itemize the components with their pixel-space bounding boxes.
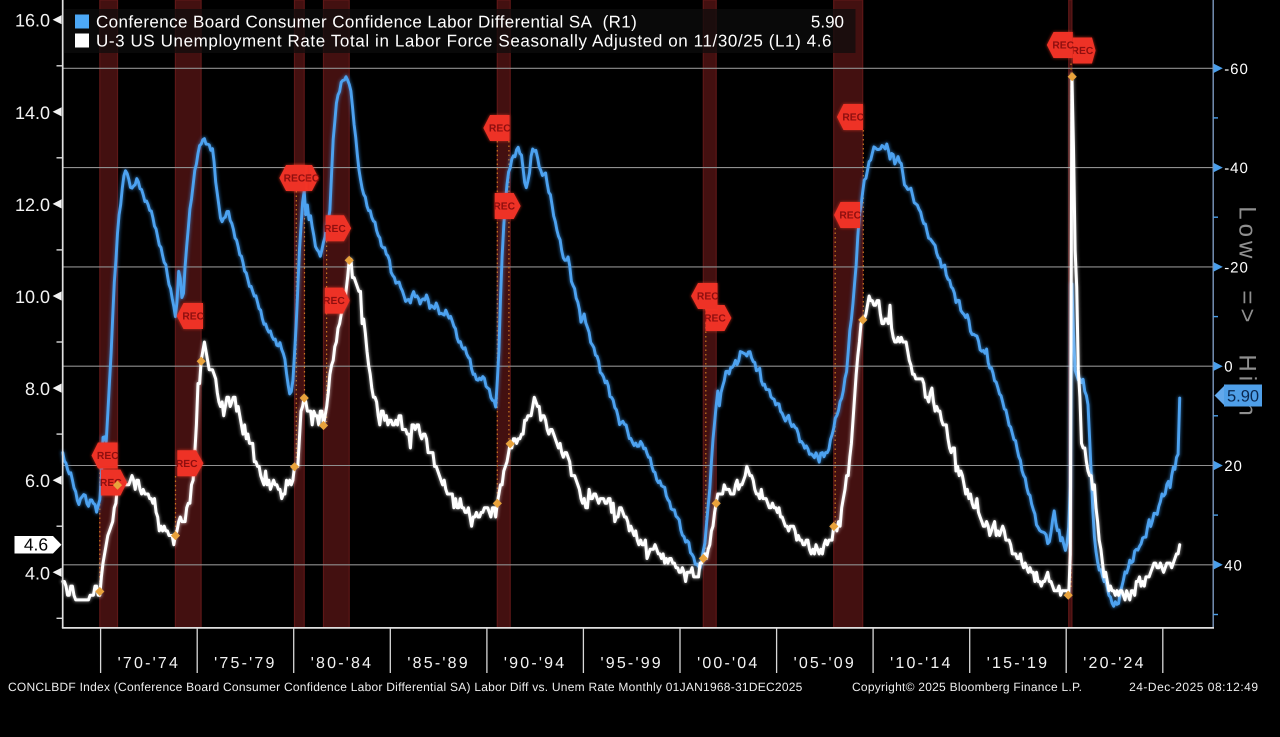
svg-text:4.0: 4.0 xyxy=(25,563,50,583)
svg-text:'10-'14: '10-'14 xyxy=(890,655,952,672)
svg-text:REC: REC xyxy=(1052,41,1074,52)
svg-text:-40: -40 xyxy=(1224,160,1249,177)
svg-text:'00-'04: '00-'04 xyxy=(697,655,759,672)
svg-text:5.90: 5.90 xyxy=(1227,388,1259,406)
svg-text:6.0: 6.0 xyxy=(25,471,50,491)
svg-text:-60: -60 xyxy=(1224,61,1249,78)
svg-text:REC: REC xyxy=(100,478,122,489)
svg-text:'15-'19: '15-'19 xyxy=(987,655,1049,672)
svg-text:'75-'79: '75-'79 xyxy=(214,655,276,672)
svg-text:10.0: 10.0 xyxy=(15,287,50,307)
svg-text:REC: REC xyxy=(97,451,119,462)
svg-text:REC: REC xyxy=(284,174,306,185)
svg-text:Low => High: Low => High xyxy=(1234,206,1261,419)
svg-text:REC: REC xyxy=(324,224,346,235)
svg-text:REC: REC xyxy=(323,296,345,307)
svg-text:REC: REC xyxy=(704,314,726,325)
svg-text:REC: REC xyxy=(697,292,719,303)
svg-text:40: 40 xyxy=(1224,557,1243,574)
svg-text:16.0: 16.0 xyxy=(15,11,50,31)
svg-text:8.0: 8.0 xyxy=(25,379,50,399)
svg-text:24-Dec-2025 08:12:49: 24-Dec-2025 08:12:49 xyxy=(1129,680,1258,694)
svg-text:CONCLBDF Index (Conference Boa: CONCLBDF Index (Conference Board Consume… xyxy=(8,680,803,694)
svg-text:'70-'74: '70-'74 xyxy=(118,655,180,672)
svg-text:REC: REC xyxy=(842,113,864,124)
svg-text:Copyright© 2025 Bloomberg Fina: Copyright© 2025 Bloomberg Finance L.P. xyxy=(852,680,1082,694)
svg-text:REC: REC xyxy=(839,211,861,222)
svg-text:14.0: 14.0 xyxy=(15,103,50,123)
svg-text:REC: REC xyxy=(176,459,198,470)
svg-text:0: 0 xyxy=(1224,359,1233,376)
svg-text:'90-'94: '90-'94 xyxy=(504,655,566,672)
svg-text:'80-'84: '80-'84 xyxy=(311,655,373,672)
svg-text:REC: REC xyxy=(1072,46,1094,57)
svg-text:Conference Board Consumer Conf: Conference Board Consumer Confidence Lab… xyxy=(96,13,637,32)
svg-text:REC: REC xyxy=(489,124,511,135)
svg-text:U-3 US Unemployment Rate Total: U-3 US Unemployment Rate Total in Labor … xyxy=(96,32,832,51)
svg-text:12.0: 12.0 xyxy=(15,195,50,215)
svg-text:20: 20 xyxy=(1224,458,1243,475)
svg-text:'05-'09: '05-'09 xyxy=(794,655,856,672)
svg-text:5.90: 5.90 xyxy=(811,13,844,32)
svg-text:'95-'99: '95-'99 xyxy=(600,655,662,672)
svg-text:REC: REC xyxy=(493,202,515,213)
svg-text:REC: REC xyxy=(298,174,320,185)
svg-text:4.6: 4.6 xyxy=(24,535,48,555)
svg-text:-20: -20 xyxy=(1224,259,1249,276)
svg-text:REC: REC xyxy=(182,312,204,323)
svg-text:'20-'24: '20-'24 xyxy=(1083,655,1145,672)
svg-text:'85-'89: '85-'89 xyxy=(407,655,469,672)
